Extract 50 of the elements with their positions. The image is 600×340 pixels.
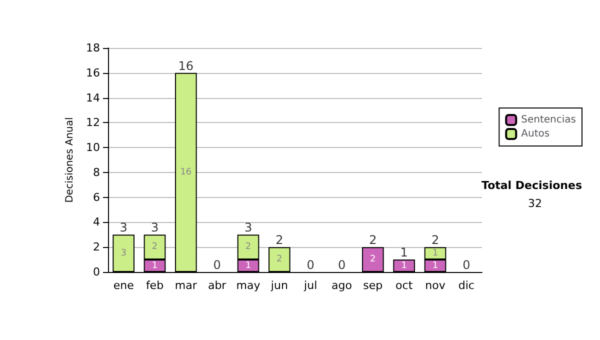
data-label: 1 bbox=[432, 248, 438, 258]
x-tick-label: ago bbox=[332, 279, 352, 292]
y-tick-label: 0 bbox=[93, 266, 100, 278]
data-label: 1 bbox=[432, 260, 438, 271]
data-label: 1 bbox=[245, 260, 252, 271]
total-label: 1 bbox=[400, 246, 408, 260]
y-tick-label: 10 bbox=[86, 141, 100, 154]
x-tick-label: abr bbox=[208, 279, 227, 292]
x-tick-label: mar bbox=[174, 279, 198, 292]
total-label: 0 bbox=[338, 258, 346, 272]
total-label: 0 bbox=[462, 258, 470, 272]
x-tick-label: feb bbox=[146, 279, 164, 292]
data-label: 1 bbox=[152, 260, 158, 271]
data-label: 2 bbox=[370, 254, 376, 265]
data-label: 1 bbox=[401, 260, 407, 271]
y-tick-label: 2 bbox=[93, 240, 100, 254]
total-label: 3 bbox=[244, 220, 252, 235]
x-tick-label: ene bbox=[113, 279, 134, 292]
data-label: 2 bbox=[152, 242, 158, 252]
total-label: 2 bbox=[431, 233, 440, 248]
x-tick-label: jun bbox=[270, 279, 288, 292]
x-tick-label: nov bbox=[425, 279, 446, 292]
total-label: 3 bbox=[150, 220, 159, 235]
x-tick-label: oct bbox=[396, 279, 414, 292]
data-label: 16 bbox=[180, 167, 192, 178]
data-label: 2 bbox=[245, 242, 252, 252]
y-tick-label: 4 bbox=[93, 216, 100, 229]
total-label: 2 bbox=[276, 233, 284, 248]
y-axis-title: Decisiones Anual bbox=[64, 117, 76, 203]
total-label: 3 bbox=[120, 220, 128, 235]
data-label: 2 bbox=[276, 254, 282, 265]
x-tick-label: sep bbox=[363, 279, 383, 292]
x-tick-label: jul bbox=[303, 279, 318, 292]
y-tick-label: 14 bbox=[86, 91, 100, 104]
y-tick-label: 16 bbox=[86, 66, 100, 80]
text: 32 bbox=[528, 197, 542, 210]
total-label: 16 bbox=[178, 58, 194, 73]
x-tick-label: may bbox=[236, 279, 261, 292]
y-tick-label: 8 bbox=[93, 166, 100, 179]
legend-label: Autos bbox=[521, 128, 550, 140]
y-tick-label: 12 bbox=[86, 116, 100, 130]
total-label: 0 bbox=[306, 258, 314, 272]
y-tick-label: 6 bbox=[93, 190, 100, 204]
total-label: 2 bbox=[369, 233, 377, 248]
data-label: 3 bbox=[120, 248, 126, 258]
total-label: 0 bbox=[213, 258, 221, 272]
y-tick-label: 18 bbox=[86, 42, 100, 54]
annotation: Total Decisiones bbox=[482, 179, 582, 192]
legend-label: Sentencias bbox=[521, 114, 576, 126]
x-tick-label: dic bbox=[458, 279, 474, 292]
